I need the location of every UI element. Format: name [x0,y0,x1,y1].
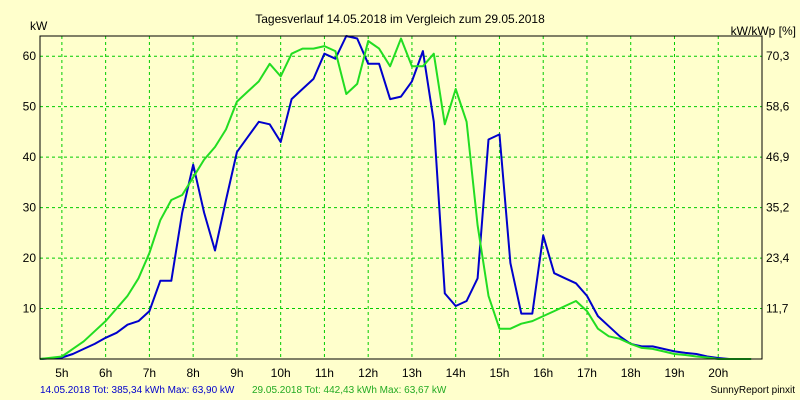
x-tick-label: 15h [489,366,509,380]
x-tick-label: 9h [230,366,243,380]
y-tick-label-right: 11,7 [766,302,789,316]
y-tick-label-right: 46,9 [766,150,790,164]
x-tick-label: 18h [621,366,641,380]
x-tick-label: 13h [402,366,422,380]
y-tick-label-right: 70,3 [766,49,790,63]
x-tick-label: 8h [186,366,199,380]
x-tick-label: 6h [99,366,112,380]
x-tick-label: 12h [358,366,378,380]
y-tick-label-left: 30 [23,201,37,215]
x-tick-label: 17h [577,366,597,380]
plot-frame [39,35,763,360]
y-tick-label-left: 40 [23,150,37,164]
x-tick-label: 19h [664,366,684,380]
y-tick-label-right: 35,2 [766,201,790,215]
y-tick-label-right: 23,4 [766,251,790,265]
y-tick-label-left: 50 [23,100,37,114]
x-tick-label: 7h [143,366,156,380]
footer-series1-summary: 14.05.2018 Tot: 385,34 kWh Max: 63,90 kW [40,385,235,396]
chart-title: Tagesverlauf 14.05.2018 im Vergleich zum… [255,12,545,26]
footer-credit: SunnyReport pinxit [711,385,796,396]
y-axis-label-left: kW [30,19,48,33]
x-tick-label: 20h [708,366,728,380]
grid [40,36,762,359]
x-tick-label: 14h [446,366,466,380]
x-tick-label: 16h [533,366,553,380]
y-tick-label-left: 10 [23,302,37,316]
y-tick-label-left: 20 [23,251,37,265]
series-line-2 [39,37,752,360]
y-tick-label-right: 58,6 [766,100,790,114]
footer-series2-summary: 29.05.2018 Tot: 442,43 kWh Max: 63,67 kW [252,385,447,396]
tick-labels: 10 11,7 20 23,4 30 35,2 40 46,9 50 58,6 60 70,3 5h 6h… [23,49,790,380]
y-tick-label-left: 60 [23,49,37,63]
x-tick-label: 5h [55,366,68,380]
y-axis-label-right: kW/kWp [%] [731,24,796,38]
x-tick-label: 11h [315,366,334,380]
series-layer [39,35,752,360]
x-tick-label: 10h [271,366,291,380]
